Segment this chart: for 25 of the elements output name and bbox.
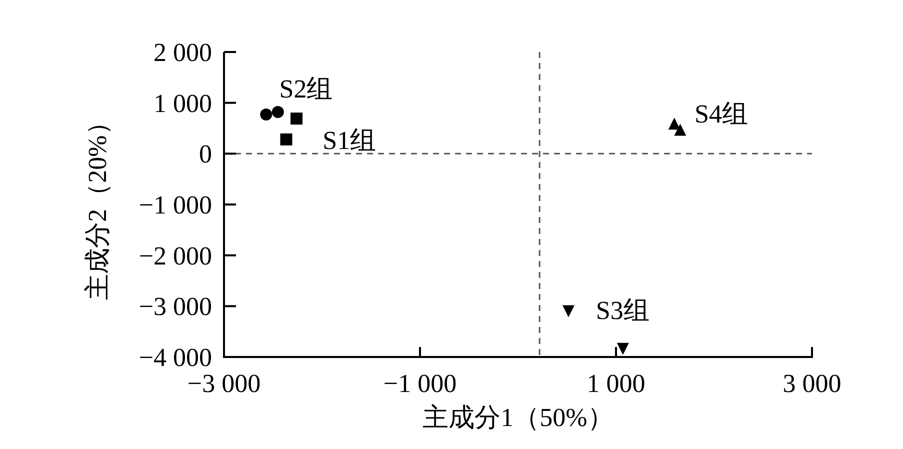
point: [272, 106, 284, 118]
y-tick-label: 0: [199, 140, 212, 169]
x-tick-label: −3 000: [187, 369, 261, 398]
y-tick-label: 2 000: [154, 38, 212, 67]
y-tick-label: −4 000: [138, 343, 212, 372]
point: [674, 124, 686, 136]
x-tick-label: −1 000: [383, 369, 457, 398]
x-axis-title: 主成分1（50%）: [422, 403, 614, 432]
x-tick-label: 3 000: [782, 369, 842, 398]
y-tick-label: −1 000: [138, 190, 212, 220]
x-tick-label: 1 000: [586, 369, 646, 398]
point: [260, 108, 272, 121]
point: [290, 112, 303, 125]
series-label: S2组: [279, 74, 333, 104]
series-label: S1组: [322, 126, 376, 156]
point: [280, 133, 292, 146]
point: [562, 305, 574, 318]
y-tick-label: −3 000: [138, 292, 212, 322]
y-tick-label: −2 000: [138, 241, 212, 270]
series-label: S3组: [596, 296, 650, 326]
series-label: S4组: [694, 100, 748, 129]
y-axis-title: 主成分2（20%）: [83, 109, 112, 300]
point: [616, 342, 629, 355]
y-tick-label: 1 000: [154, 88, 212, 118]
point: [668, 118, 680, 130]
